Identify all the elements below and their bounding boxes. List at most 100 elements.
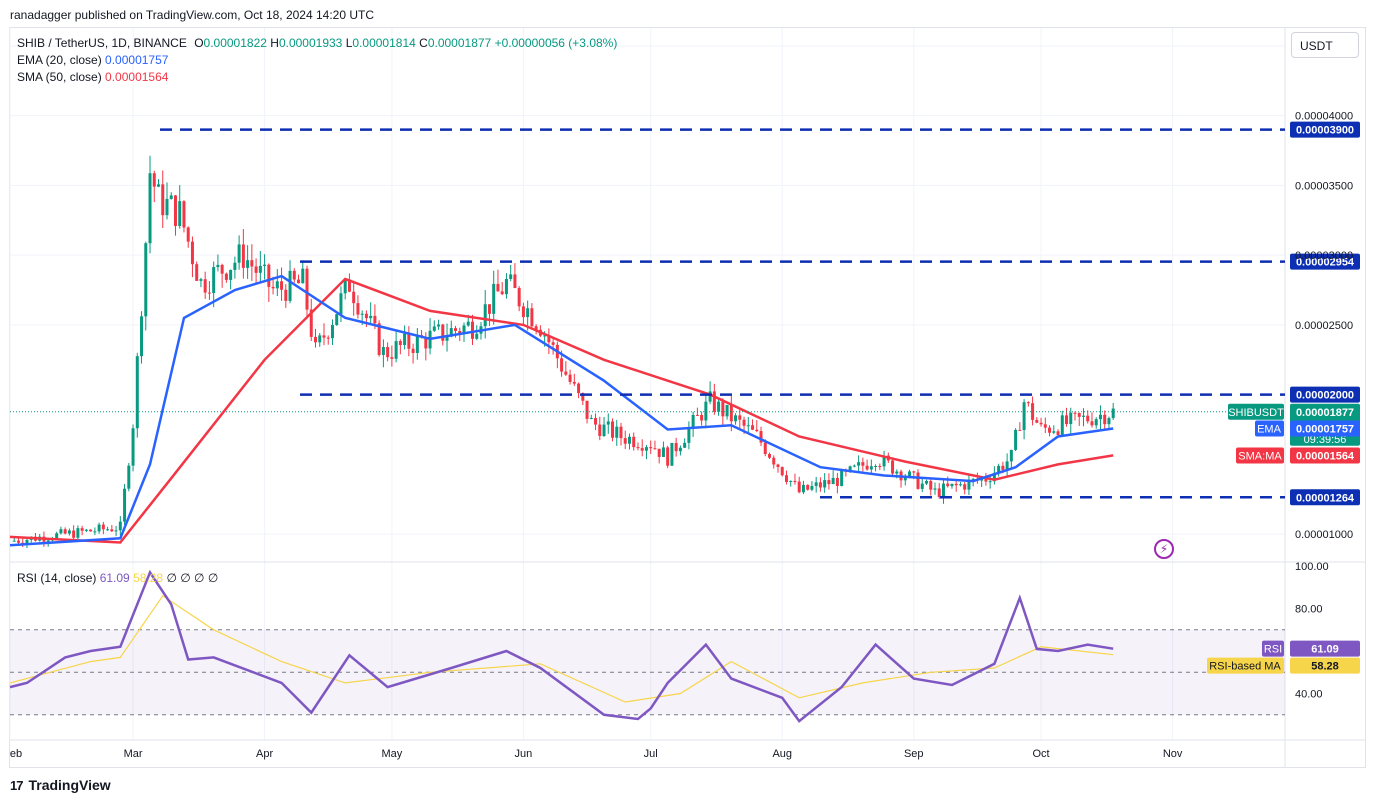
candle-body [1073, 412, 1077, 414]
price-axis-tick: 0.00003000 [1295, 250, 1353, 262]
candle-body [581, 393, 585, 401]
candle-body [797, 481, 801, 493]
candle-body [925, 481, 928, 484]
candle-body [140, 316, 144, 357]
candle-body [725, 404, 729, 417]
candle-body [784, 475, 788, 482]
candle-body [250, 260, 254, 267]
alert-bolt-icon[interactable]: ⚡ [1154, 539, 1174, 559]
ema-value-bg [1290, 420, 1360, 437]
ema-tag: EMA [1257, 424, 1282, 436]
level-label: 0.00002954 [1296, 257, 1355, 269]
candle-body [322, 335, 326, 338]
candle-body [1090, 421, 1094, 426]
candle-body [84, 529, 88, 531]
candle-body [1094, 419, 1098, 426]
candle-body [373, 315, 377, 324]
candle-body [207, 292, 211, 294]
time-axis-label: Aug [772, 748, 792, 760]
candle-body [203, 279, 207, 293]
rsi-ma-tag-bg [1207, 657, 1284, 674]
candle-body [678, 447, 682, 452]
symbol-label[interactable]: SHIB / TetherUS, 1D, BINANCE [17, 36, 187, 50]
candle-body [496, 283, 500, 292]
candle-body [954, 483, 958, 486]
candle-body [780, 467, 784, 476]
currency-button[interactable]: USDT [1291, 32, 1359, 58]
sma-line [9, 277, 1114, 544]
candle-body [258, 265, 262, 273]
candle-body [190, 241, 194, 265]
candle-body [1056, 431, 1060, 435]
rsi-ma-value-bg [1290, 657, 1360, 674]
candle-body [1065, 415, 1069, 425]
candle-body [330, 325, 334, 339]
candle-body [500, 291, 504, 295]
candle-body [131, 428, 135, 466]
candle-body [59, 529, 63, 534]
candle-body [454, 328, 458, 331]
candle-body [751, 425, 755, 430]
tradingview-logo[interactable]: 17 TradingView [10, 777, 111, 793]
price-axis-tick: 0.00004000 [1295, 111, 1353, 123]
candle-body [882, 455, 886, 467]
candle-body [165, 198, 169, 216]
candle-body [611, 421, 615, 438]
candle-body [526, 308, 530, 318]
candle-body [657, 448, 661, 457]
candle-body [691, 414, 695, 429]
candle-body [763, 442, 767, 454]
candle-body [958, 484, 962, 486]
candle-body [1098, 414, 1102, 420]
candle-body [254, 266, 258, 273]
candle-body [708, 391, 712, 402]
time-axis-label: Mar [124, 748, 143, 760]
candle-body [636, 447, 640, 449]
candle-body [441, 324, 445, 341]
candle-body [1009, 449, 1013, 462]
sma-value-bg [1290, 447, 1360, 464]
candle-body [530, 308, 534, 327]
candle-body [950, 483, 954, 487]
candle-body [564, 371, 568, 375]
price-axis-tick: 0.00002500 [1295, 320, 1353, 332]
candle-body [89, 529, 93, 532]
candle-body [381, 347, 385, 355]
last-price-value: 0.00001877 [1296, 407, 1354, 419]
level-label-bg [1290, 121, 1360, 138]
candle-body [992, 472, 996, 482]
candle-body [1018, 429, 1022, 431]
candle-body [110, 529, 114, 532]
candle-body [241, 244, 245, 268]
candle-body [912, 471, 916, 473]
candle-body [233, 262, 237, 270]
candle-body [806, 484, 810, 490]
candle-body [997, 465, 1001, 473]
candle-body [275, 281, 279, 289]
candle-body [827, 480, 831, 485]
candle-body [712, 391, 716, 412]
rsi-legend-label[interactable]: RSI (14, close) [17, 571, 97, 585]
candle-body [1052, 431, 1056, 433]
candle-body [649, 447, 653, 449]
candle-body [742, 419, 746, 426]
candle-body [594, 418, 598, 425]
candle-body [424, 337, 428, 349]
time-axis-label: Nov [1163, 748, 1183, 760]
ema-legend-label[interactable]: EMA (20, close) [17, 53, 102, 67]
candle-body [577, 383, 581, 394]
candle-body [80, 528, 84, 531]
sma-legend-label[interactable]: SMA (50, close) [17, 70, 102, 84]
candle-body [721, 401, 725, 417]
candle-body [152, 173, 156, 187]
candle-body [1048, 427, 1052, 433]
bar-countdown: 09:39:56 [1304, 434, 1347, 446]
candle-body [161, 184, 165, 216]
candle-body [339, 293, 343, 315]
candle-body [199, 279, 203, 281]
candle-body [127, 465, 131, 489]
candle-body [695, 414, 699, 416]
candle-body [106, 529, 110, 531]
candle-body [933, 488, 937, 490]
